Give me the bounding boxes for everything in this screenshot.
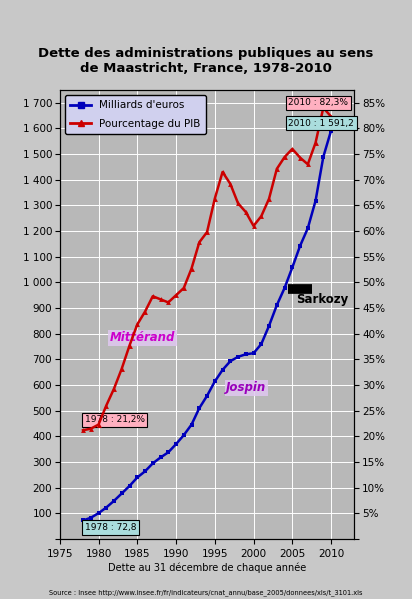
Text: 2010 : 1 591,2: 2010 : 1 591,2 [288, 119, 354, 128]
Legend: Milliards d'euros, Pourcentage du PIB: Milliards d'euros, Pourcentage du PIB [65, 95, 206, 134]
Text: Jospin: Jospin [227, 382, 267, 395]
Text: Dette des administrations publiques au sens
de Maastricht, France, 1978-2010: Dette des administrations publiques au s… [38, 47, 374, 75]
Text: 2010 : 82,3%: 2010 : 82,3% [288, 98, 349, 107]
Text: 1978 : 21,2%: 1978 : 21,2% [84, 415, 145, 424]
X-axis label: Dette au 31 décembre de chaque année: Dette au 31 décembre de chaque année [108, 563, 306, 573]
Text: Mittérand: Mittérand [110, 331, 176, 344]
Text: Sarkozy: Sarkozy [296, 293, 349, 306]
Text: Source : Insee http://www.insee.fr/fr/indicateurs/cnat_annu/base_2005/donnees/xl: Source : Insee http://www.insee.fr/fr/in… [49, 589, 363, 596]
Text: 1978 : 72,8: 1978 : 72,8 [84, 523, 136, 532]
